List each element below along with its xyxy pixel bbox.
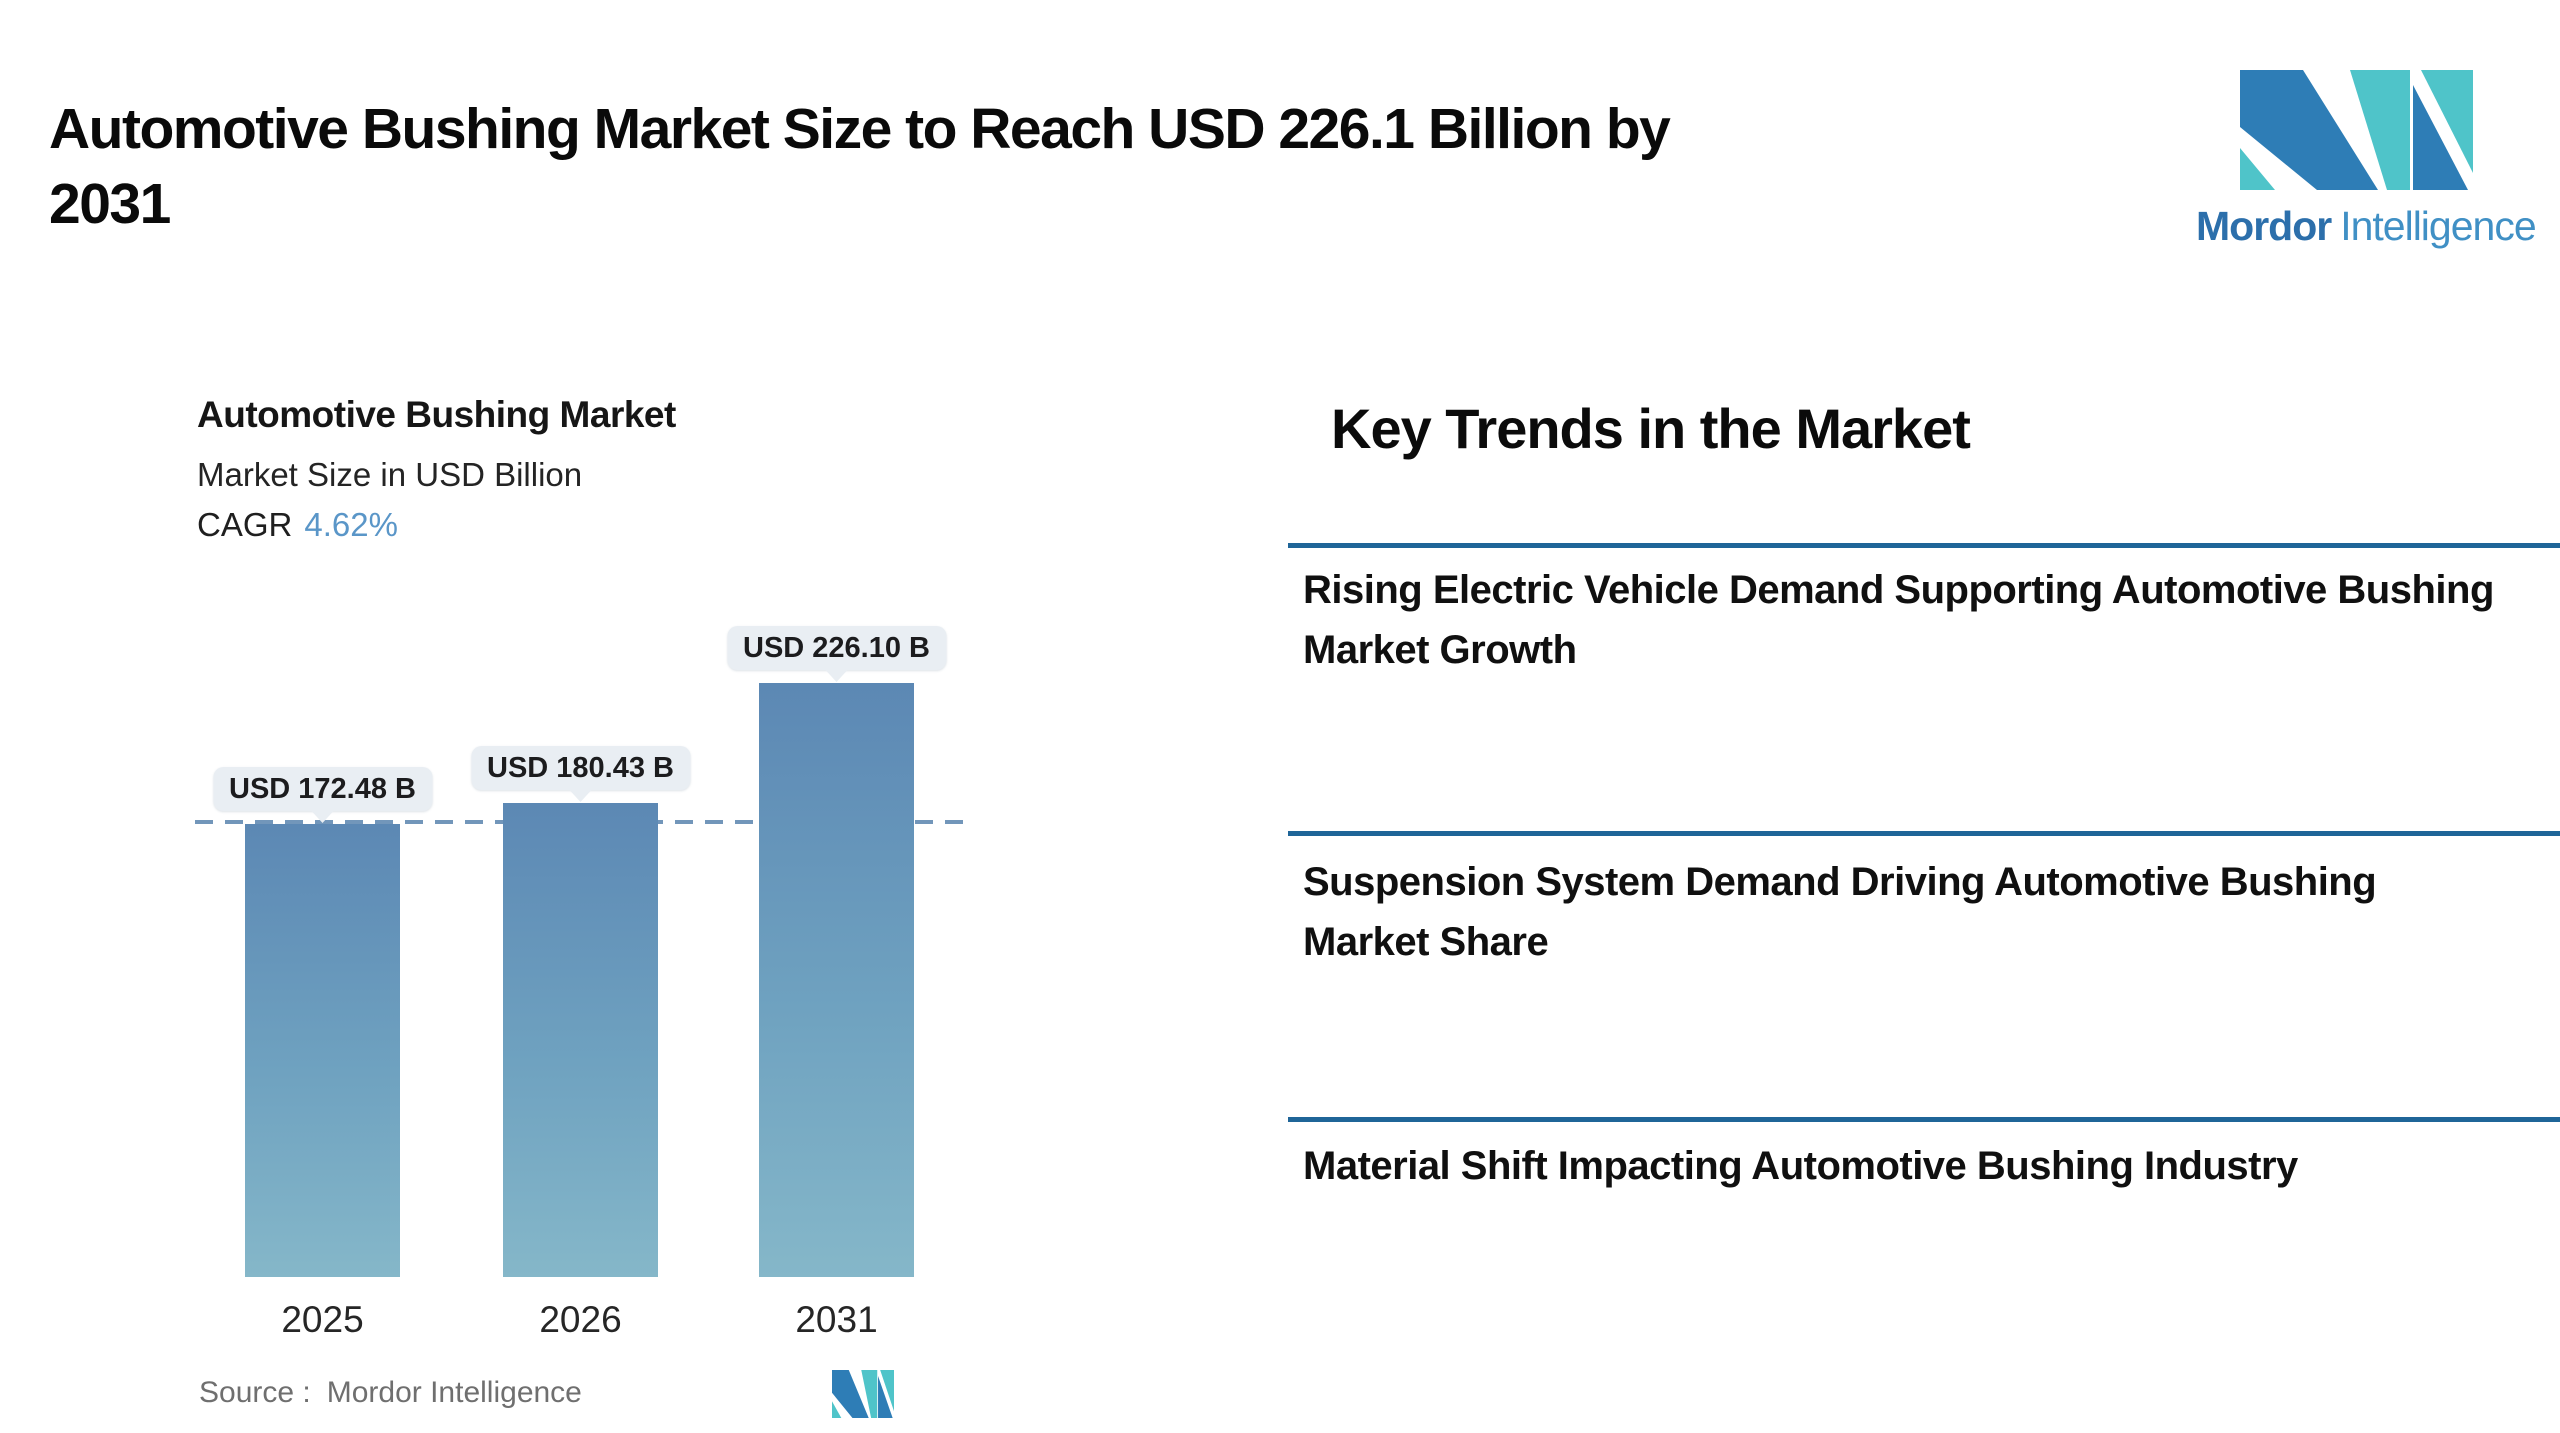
- page-title-line-2: 2031: [49, 171, 171, 236]
- bar: [245, 824, 400, 1277]
- mordor-intelligence-logo-icon: [2240, 70, 2473, 190]
- bar-chart: USD 172.48 B 2025 USD 180.43 B 2026 USD …: [163, 366, 985, 1433]
- bar: [759, 683, 914, 1277]
- page-title-line-1: Automotive Bushing Market Size to Reach …: [49, 97, 1671, 161]
- bar-group: USD 226.10 B 2031: [727, 626, 946, 1340]
- trend-item: Suspension System Demand Driving Automot…: [1303, 860, 2377, 964]
- logo-shape-blue-right: [878, 1376, 893, 1418]
- chart-subtitle: Market Size in USD Billion: [197, 456, 583, 493]
- logo-shape-blue-left: [832, 1370, 869, 1418]
- source-label: Source :: [199, 1376, 311, 1409]
- brand-wordmark: Mordor Intelligence: [2196, 203, 2537, 250]
- source-value: Mordor Intelligence: [326, 1376, 582, 1409]
- chart-cagr: CAGR 4.62%: [197, 506, 398, 544]
- source-line: Source : Mordor Intelligence: [199, 1376, 582, 1410]
- cagr-label: CAGR: [197, 506, 293, 543]
- market-chart-card: Automotive Bushing Market Market Size in…: [163, 366, 985, 1433]
- bar-value-label: USD 180.43 B: [471, 746, 690, 790]
- bar-group: USD 180.43 B 2026: [471, 746, 690, 1340]
- chart-title: Automotive Bushing Market: [197, 394, 676, 435]
- key-trends-heading: Key Trends in the Market: [1331, 397, 1971, 460]
- bar-value-label: USD 172.48 B: [213, 767, 432, 811]
- logo-shape-teal-middle: [861, 1370, 878, 1418]
- cagr-value: 4.62%: [304, 506, 398, 543]
- trend-divider: [1288, 1117, 2560, 1122]
- logo-shape-teal-corner: [2240, 148, 2275, 190]
- bar-group: USD 172.48 B 2025: [213, 767, 432, 1340]
- trend-divider: [1288, 831, 2560, 836]
- brand-name-light: Intelligence: [2340, 203, 2536, 249]
- brand-name-bold: Mordor: [2196, 203, 2332, 249]
- logo-shape-teal-corner: [832, 1401, 842, 1418]
- logo-shape-blue-right: [2413, 85, 2468, 190]
- logo-shape-blue-left: [2240, 70, 2378, 190]
- trend-divider: [1288, 543, 2560, 548]
- x-axis-label: 2031: [795, 1299, 878, 1340]
- trend-item: Material Shift Impacting Automotive Bush…: [1303, 1144, 2298, 1188]
- logo-shape-teal-middle: [2350, 70, 2410, 190]
- bar-value-label: USD 226.10 B: [727, 626, 946, 670]
- bar: [503, 803, 658, 1277]
- page-title: Automotive Bushing Market Size to Reach …: [49, 92, 2049, 241]
- mordor-intelligence-mini-logo-icon: [832, 1370, 894, 1418]
- trend-item: Rising Electric Vehicle Demand Supportin…: [1303, 568, 2494, 672]
- x-axis-label: 2025: [281, 1299, 364, 1340]
- x-axis-label: 2026: [539, 1299, 622, 1340]
- logo-shape-teal-right: [2421, 70, 2473, 173]
- brand-logo-card: Mordor Intelligence: [2196, 29, 2537, 310]
